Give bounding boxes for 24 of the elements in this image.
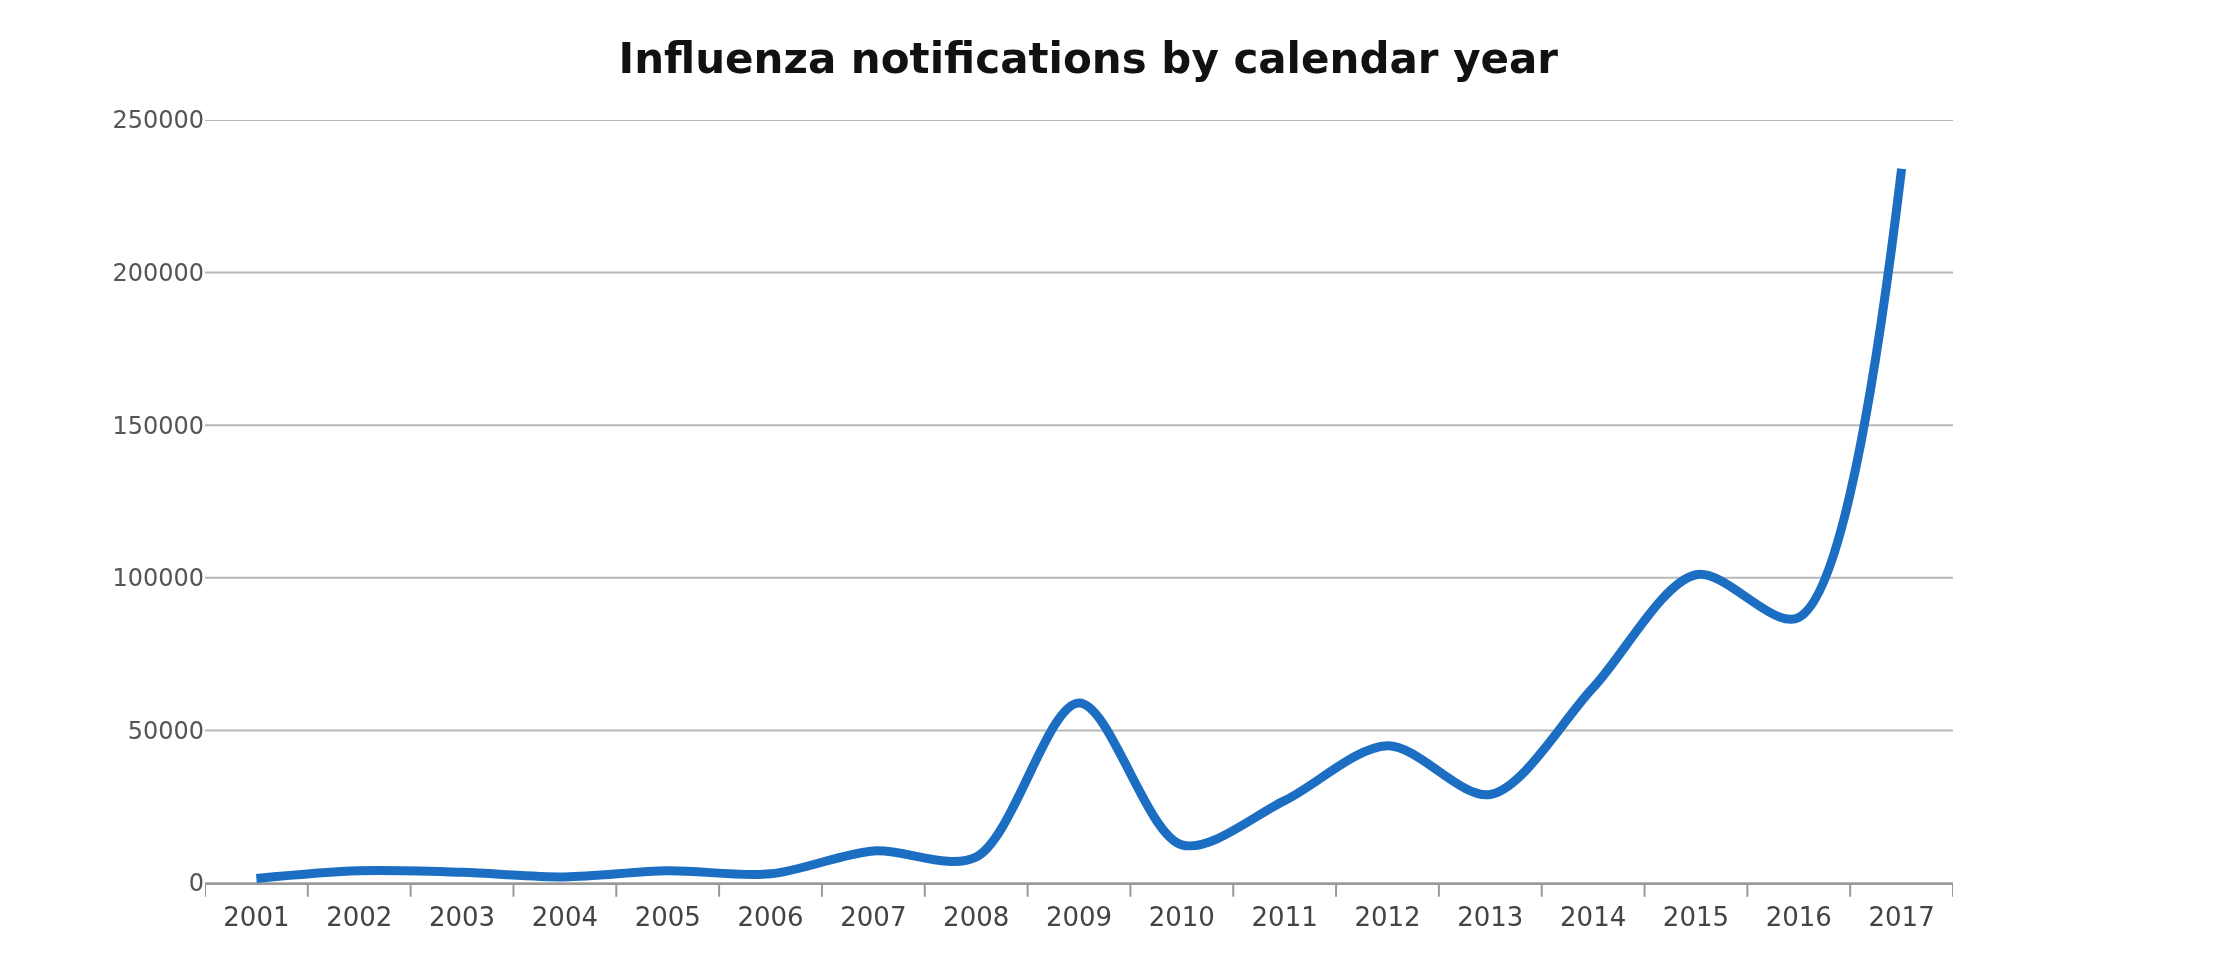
x-tick-label: 2012: [1354, 902, 1421, 933]
y-tick-label: 150000: [112, 411, 204, 440]
x-tick-label: 2009: [1045, 902, 1113, 933]
x-tick-label: 2011: [1251, 902, 1318, 933]
x-tick-label: 2013: [1457, 902, 1524, 933]
y-tick-label: 0: [188, 869, 204, 898]
x-tick-label: 2017: [1868, 902, 1935, 933]
x-tick-label: 2008: [943, 902, 1010, 933]
y-tick-label: 200000: [112, 259, 204, 287]
y-tick-label: 100000: [112, 564, 204, 593]
x-tick-label: 2004: [531, 902, 598, 933]
x-tick-label: 2005: [634, 902, 701, 933]
x-tick-label: 2014: [1560, 902, 1627, 933]
x-tick-label: 2006: [737, 902, 804, 933]
x-tick-label: 2002: [326, 902, 393, 933]
y-tick-label: 250000: [112, 106, 204, 135]
x-tick-label: 2003: [428, 902, 496, 933]
x-tick-label: 2007: [840, 902, 907, 933]
y-tick-label: 50000: [127, 716, 204, 745]
x-tick-label: 2010: [1148, 902, 1215, 933]
x-tick-label: 2016: [1765, 902, 1832, 933]
chart-title: Influenza notifications by calendar year: [618, 33, 1559, 83]
x-tick-label: 2015: [1662, 902, 1730, 933]
x-tick-label: 2001: [223, 902, 290, 933]
